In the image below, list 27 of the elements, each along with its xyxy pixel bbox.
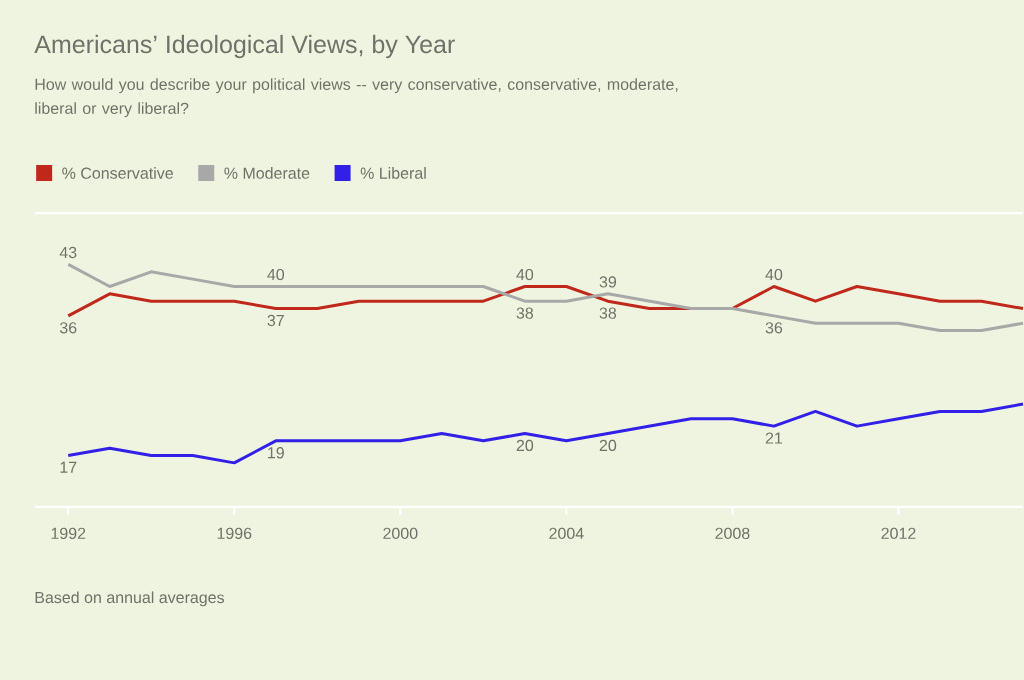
data-label: 19: [268, 447, 284, 459]
data-label: 38: [516, 307, 534, 319]
data-label: 40: [765, 268, 783, 281]
data-label: 21: [765, 432, 783, 444]
x-tick-label: 2004: [549, 527, 584, 540]
chart-title: Americans’ Ideological Views, by Year: [34, 34, 455, 59]
x-tick-label: 2008: [715, 527, 750, 540]
data-label: 36: [765, 322, 783, 334]
x-tick-label: 1992: [51, 527, 86, 540]
data-label: 40: [516, 268, 534, 281]
data-label: 17: [60, 461, 77, 473]
data-label: 20: [599, 439, 617, 452]
data-label: 38: [599, 307, 617, 319]
x-tick-label: 2000: [383, 527, 418, 540]
data-label: 39: [599, 276, 617, 288]
chart-subtitle: How would you describe your political views -- very conservative, conservative, moderate, liberal or very liberal?: [35, 78, 678, 118]
data-label: 40: [267, 268, 285, 281]
data-label: 43: [59, 246, 77, 259]
x-tick-label: 1996: [217, 527, 252, 540]
data-label: 37: [267, 314, 284, 327]
data-label: 36: [59, 322, 77, 334]
legend-label: % Liberal: [360, 167, 426, 179]
legend-label: % Moderate: [224, 167, 310, 179]
x-tick-label: 2012: [881, 527, 916, 540]
text: Based on annual averages: [35, 591, 225, 607]
data-label: 20: [516, 439, 534, 452]
legend-label: % Conservative: [62, 167, 173, 179]
